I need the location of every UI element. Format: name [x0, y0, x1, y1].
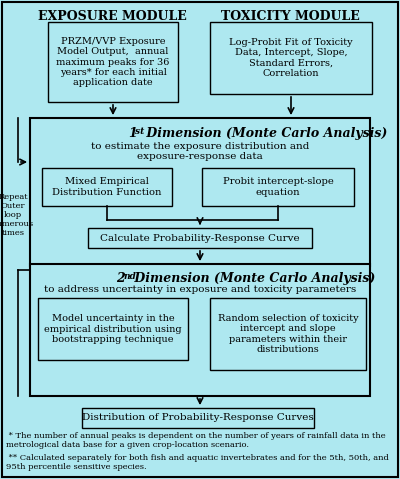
Bar — [48, 22, 178, 102]
Text: Repeat
Outer
loop
numerous
times: Repeat Outer loop numerous times — [0, 193, 34, 238]
Text: TOXICITY MODULE: TOXICITY MODULE — [221, 10, 359, 23]
Bar — [42, 168, 172, 206]
Text: 2: 2 — [116, 272, 125, 285]
Text: Probit intercept-slope
equation: Probit intercept-slope equation — [222, 177, 334, 197]
Text: EXPOSURE MODULE: EXPOSURE MODULE — [38, 10, 186, 23]
Text: 1: 1 — [128, 127, 137, 140]
Bar — [30, 118, 370, 266]
Text: st: st — [135, 127, 144, 136]
Text: PRZM/VVP Exposure
Model Output,  annual
maximum peaks for 36
years* for each ini: PRZM/VVP Exposure Model Output, annual m… — [56, 37, 170, 87]
Bar — [210, 298, 366, 370]
Text: Dimension (Monte Carlo Analysis): Dimension (Monte Carlo Analysis) — [130, 272, 375, 285]
Text: Calculate Probability-Response Curve: Calculate Probability-Response Curve — [100, 233, 300, 242]
Text: Random selection of toxicity
intercept and slope
parameters within their
distrib: Random selection of toxicity intercept a… — [218, 314, 358, 354]
Bar — [82, 408, 314, 428]
Text: Log-Probit Fit of Toxicity
Data, Intercept, Slope,
Standard Errors,
Correlation: Log-Probit Fit of Toxicity Data, Interce… — [229, 38, 353, 78]
Bar — [30, 264, 370, 396]
Text: Dimension (Monte Carlo Analysis): Dimension (Monte Carlo Analysis) — [142, 127, 387, 140]
Bar — [88, 228, 312, 248]
Text: to address uncertainty in exposure and toxicity parameters: to address uncertainty in exposure and t… — [44, 285, 356, 294]
Text: to estimate the exposure distribution and
exposure-response data: to estimate the exposure distribution an… — [91, 142, 309, 161]
Bar — [210, 22, 372, 94]
Bar — [38, 298, 188, 360]
Text: Distribution of Probability-Response Curves: Distribution of Probability-Response Cur… — [82, 413, 314, 422]
Text: Model uncertainty in the
empirical distribution using
bootstrapping technique: Model uncertainty in the empirical distr… — [44, 314, 182, 344]
Text: ** Calculated separately for both fish and aquatic invertebrates and for the 5th: ** Calculated separately for both fish a… — [6, 454, 389, 471]
Text: nd: nd — [123, 272, 136, 281]
Text: * The number of annual peaks is dependent on the number of years of rainfall dat: * The number of annual peaks is dependen… — [6, 432, 386, 449]
Text: Mixed Empirical
Distribution Function: Mixed Empirical Distribution Function — [52, 177, 162, 197]
Bar — [202, 168, 354, 206]
